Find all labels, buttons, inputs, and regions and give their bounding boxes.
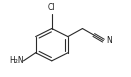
Text: N: N <box>107 36 112 45</box>
Text: Cl: Cl <box>48 3 56 12</box>
Text: H₂N: H₂N <box>9 56 23 65</box>
